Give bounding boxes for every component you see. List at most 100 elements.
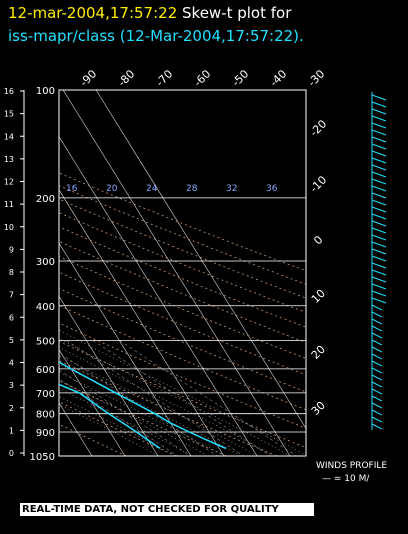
- isotherm-line: [59, 136, 258, 456]
- pressure-tick-label: 800: [36, 410, 55, 421]
- winds-profile-label: WINDS PROFILE: [316, 461, 388, 471]
- wind-barb: [371, 283, 387, 290]
- height-km-label: 8: [9, 268, 14, 277]
- height-km-label: 0: [9, 449, 14, 458]
- wind-barb: [371, 325, 383, 332]
- isotherm-line: [62, 90, 291, 456]
- winds-scale-label: — = 10 M/: [322, 474, 370, 484]
- wind-barb: [371, 402, 383, 409]
- wind-barb: [371, 164, 387, 171]
- wind-barb: [371, 178, 387, 185]
- dry-adiabat: [59, 423, 127, 456]
- wind-barb: [371, 381, 383, 388]
- isotherm-line: [59, 348, 126, 456]
- wind-barb: [371, 192, 387, 199]
- wind-barb: [371, 332, 383, 339]
- wind-barb: [371, 290, 387, 297]
- height-km-label: 4: [9, 359, 14, 368]
- wind-barb: [371, 115, 387, 122]
- mixing-ratio-label: 36: [266, 184, 278, 194]
- moist-adiabat: [59, 371, 225, 456]
- wind-barb: [371, 367, 383, 374]
- wind-barb: [371, 388, 383, 395]
- temp-tick-label-top: -90: [77, 67, 99, 89]
- mixing-ratio-label: 24: [146, 184, 158, 194]
- mixing-ratio-line: [92, 340, 271, 456]
- mixing-ratio-label: 16: [66, 184, 78, 194]
- dry-adiabat: [59, 172, 306, 272]
- title-station: iss-mapr/class (12-Mar-2004,17:57:22).: [8, 27, 304, 45]
- plot-area: [59, 90, 306, 456]
- temp-tick-label-top: -40: [267, 67, 289, 89]
- wind-barb: [371, 101, 387, 108]
- plot-frame: [58, 89, 307, 457]
- wind-barb: [371, 227, 387, 234]
- wind-barb: [371, 234, 387, 241]
- temp-tick-label-right: 0: [311, 233, 325, 247]
- height-km-label: 11: [4, 200, 14, 209]
- height-km-label: 16: [4, 87, 14, 96]
- wind-barb: [371, 220, 387, 227]
- mixing-ratio-line: [119, 340, 297, 456]
- temp-tick-label-top: -80: [115, 67, 137, 89]
- wind-barb: [371, 213, 387, 220]
- title-line-1: 12-mar-2004,17:57:22 Skew-t plot for: [8, 4, 291, 22]
- dry-adiabat: [59, 401, 177, 456]
- wind-barb: [371, 199, 387, 206]
- mixing-ratio-line: [59, 369, 192, 456]
- wind-barb: [371, 297, 387, 304]
- height-km-label: 5: [9, 336, 14, 345]
- height-km-label: 2: [9, 404, 14, 413]
- pressure-tick-label: 300: [36, 257, 55, 268]
- mixing-ratio-label: 20: [106, 184, 118, 194]
- pressure-tick-label: 200: [36, 194, 55, 205]
- pressure-tick-label: 700: [36, 389, 55, 400]
- wind-barb: [371, 248, 387, 255]
- wind-barb: [371, 150, 387, 157]
- temp-tick-label-top: -60: [191, 67, 213, 89]
- height-km-label: 1: [9, 426, 14, 435]
- wind-barb: [371, 143, 387, 150]
- dry-adiabat: [59, 271, 306, 376]
- wind-barb: [371, 416, 383, 423]
- height-km-label: 13: [4, 155, 14, 164]
- temp-tick-label-right: 30: [309, 399, 328, 418]
- height-km-label: 15: [4, 110, 14, 119]
- wind-barb: [371, 262, 387, 269]
- wind-barb: [371, 339, 383, 346]
- temp-tick-label-top: -70: [153, 67, 175, 89]
- wind-barb: [371, 108, 387, 115]
- temp-tick-label-right: 10: [309, 287, 328, 306]
- wind-barb: [371, 304, 383, 311]
- wind-barb: [371, 136, 387, 143]
- height-km-label: 12: [4, 178, 14, 187]
- pressure-tick-label: 1050: [30, 452, 55, 463]
- dry-adiabat: [59, 185, 306, 285]
- moist-adiabat: [59, 388, 192, 456]
- wind-barb: [371, 206, 387, 213]
- height-km-label: 6: [9, 313, 14, 322]
- wind-barb: [371, 395, 383, 402]
- wind-barb: [371, 185, 387, 192]
- title-plot-label: Skew-t plot for: [182, 4, 292, 22]
- pressure-tick-label: 600: [36, 365, 55, 376]
- isotherm-line: [59, 189, 225, 456]
- height-km-label: 3: [9, 381, 14, 390]
- isotherm-line: [95, 90, 306, 430]
- temperature-trace: [59, 361, 227, 450]
- temp-tick-label-top: -30: [305, 67, 327, 89]
- isotherm-line: [59, 242, 192, 456]
- wind-barb: [371, 318, 383, 325]
- mixing-ratio-line: [59, 352, 218, 456]
- pressure-tick-label: 500: [36, 337, 55, 348]
- height-km-label: 14: [4, 132, 14, 141]
- quality-disclaimer: REAL-TIME DATA, NOT CHECKED FOR QUALITY: [20, 503, 314, 516]
- wind-barb: [371, 374, 383, 381]
- title-date-time: 12-mar-2004,17:57:22: [8, 4, 178, 22]
- wind-barb: [371, 311, 383, 318]
- mixing-ratio-label: 32: [226, 184, 237, 194]
- dry-adiabat: [59, 304, 306, 411]
- mixing-ratio-label: 28: [186, 184, 198, 194]
- wind-barb: [371, 241, 387, 248]
